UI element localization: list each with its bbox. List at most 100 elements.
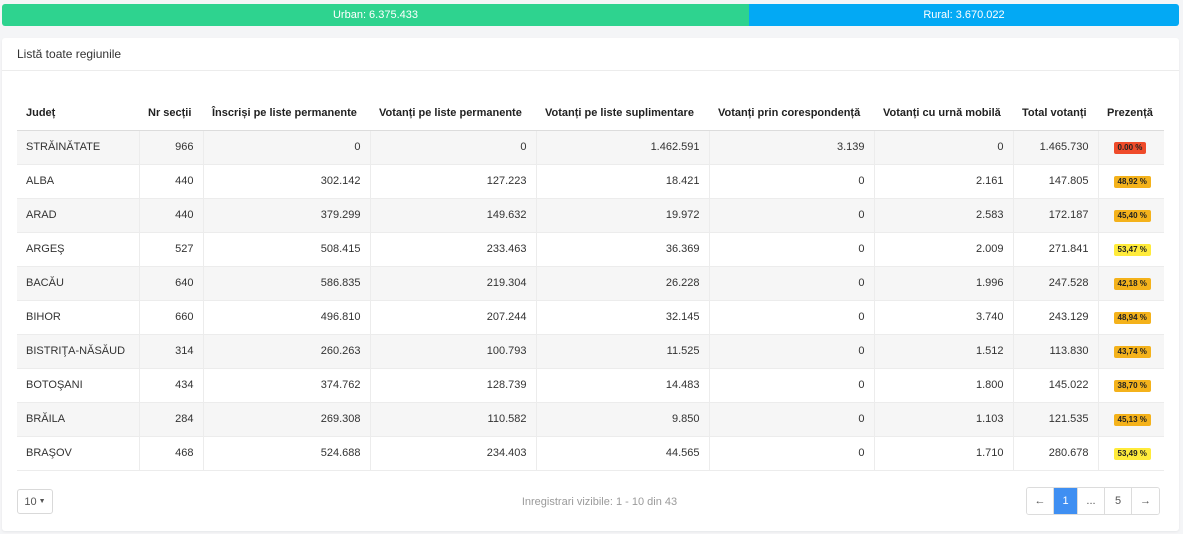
cell-nr-sectii: 660: [139, 300, 204, 335]
presence-badge: 45,40 %: [1113, 209, 1151, 222]
cell-nr-sectii: 434: [139, 368, 204, 403]
next-page-button[interactable]: →: [1132, 488, 1159, 514]
cell-inscrisi: 0: [203, 130, 371, 165]
cell-judet: BISTRIŢA-NĂSĂUD: [17, 334, 140, 369]
cell-total-votanti: 147.805: [1013, 164, 1099, 199]
header-prezenta[interactable]: Prezență: [1098, 96, 1164, 131]
cell-votanti-corespondenta: 0: [709, 198, 875, 233]
cell-votanti-permanente: 234.403: [370, 436, 537, 471]
cell-inscrisi: 260.263: [203, 334, 371, 369]
presence-badge: 0.00 %: [1113, 141, 1147, 154]
presence-badge: 48,92 %: [1113, 175, 1151, 188]
cell-votanti-urna-mobila: 2.583: [874, 198, 1014, 233]
cell-votanti-suplimentare: 44.565: [536, 436, 710, 471]
header-votanti-permanente[interactable]: Votanți pe liste permanente: [370, 96, 536, 131]
cell-prezenta: 43,74 %: [1098, 334, 1164, 369]
page-1-button[interactable]: 1: [1054, 488, 1078, 514]
header-judet[interactable]: Județ: [17, 96, 139, 131]
cell-votanti-suplimentare: 32.145: [536, 300, 710, 335]
cell-votanti-suplimentare: 11.525: [536, 334, 710, 369]
cell-votanti-urna-mobila: 3.740: [874, 300, 1014, 335]
cell-nr-sectii: 284: [139, 402, 204, 437]
table-row: STRĂINĂTATE 966 0 0 1.462.591 3.139 0 1.465.730…: [17, 130, 1164, 165]
cell-votanti-permanente: 207.244: [370, 300, 537, 335]
table-row: ALBA 440 302.142 127.223 18.421 0 2.161 147.805…: [17, 164, 1164, 199]
cell-prezenta: 45,13 %: [1098, 402, 1164, 437]
header-votanti-corespondenta[interactable]: Votanți prin corespondență: [709, 96, 874, 131]
cell-nr-sectii: 640: [139, 266, 204, 301]
cell-judet: ALBA: [17, 164, 140, 199]
cell-inscrisi: 586.835: [203, 266, 371, 301]
cell-total-votanti: 243.129: [1013, 300, 1099, 335]
cell-votanti-suplimentare: 1.462.591: [536, 130, 710, 165]
cell-total-votanti: 113.830: [1013, 334, 1099, 369]
cell-votanti-permanente: 149.632: [370, 198, 537, 233]
cell-inscrisi: 508.415: [203, 232, 371, 267]
header-votanti-urna-mobila[interactable]: Votanți cu urnă mobilă: [874, 96, 1013, 131]
presence-badge: 42,18 %: [1113, 277, 1151, 290]
cell-votanti-permanente: 0: [370, 130, 537, 165]
urban-segment: Urban: 6.375.433: [2, 4, 749, 26]
urban-rural-bar: Urban: 6.375.433 Rural: 3.670.022: [2, 4, 1179, 26]
cell-prezenta: 38,70 %: [1098, 368, 1164, 403]
table-row: BACĂU 640 586.835 219.304 26.228 0 1.996 247.52…: [17, 266, 1164, 301]
table-header-row: Județ Nr secții Înscriși pe liste perman…: [17, 96, 1164, 131]
cell-prezenta: 48,92 %: [1098, 164, 1164, 199]
cell-votanti-corespondenta: 0: [709, 334, 875, 369]
cell-nr-sectii: 440: [139, 164, 204, 199]
header-nr-sectii[interactable]: Nr secții: [139, 96, 203, 131]
cell-votanti-permanente: 128.739: [370, 368, 537, 403]
cell-votanti-suplimentare: 19.972: [536, 198, 710, 233]
cell-prezenta: 45,40 %: [1098, 198, 1164, 233]
cell-nr-sectii: 527: [139, 232, 204, 267]
header-total-votanti[interactable]: Total votanți: [1013, 96, 1098, 131]
cell-total-votanti: 1.465.730: [1013, 130, 1099, 165]
cell-votanti-suplimentare: 36.369: [536, 232, 710, 267]
cell-votanti-corespondenta: 0: [709, 164, 875, 199]
cell-votanti-corespondenta: 0: [709, 436, 875, 471]
page-size-select[interactable]: 10 ▼: [17, 489, 53, 514]
cell-votanti-corespondenta: 0: [709, 368, 875, 403]
table-row: BOTOŞANI 434 374.762 128.739 14.483 0 1.800 145…: [17, 368, 1164, 403]
cell-inscrisi: 379.299: [203, 198, 371, 233]
cell-judet: BACĂU: [17, 266, 140, 301]
cell-votanti-corespondenta: 3.139: [709, 130, 875, 165]
cell-votanti-suplimentare: 9.850: [536, 402, 710, 437]
regions-panel: Listă toate regiunile Județ Nr secții În…: [2, 38, 1179, 531]
table-row: BRAŞOV 468 524.688 234.403 44.565 0 1.710 280.6…: [17, 436, 1164, 471]
presence-badge: 53,47 %: [1113, 243, 1151, 256]
cell-inscrisi: 374.762: [203, 368, 371, 403]
cell-nr-sectii: 314: [139, 334, 204, 369]
cell-votanti-corespondenta: 0: [709, 266, 875, 301]
cell-votanti-permanente: 219.304: [370, 266, 537, 301]
header-votanti-suplimentare[interactable]: Votanți pe liste suplimentare: [536, 96, 709, 131]
cell-votanti-urna-mobila: 2.161: [874, 164, 1014, 199]
cell-inscrisi: 496.810: [203, 300, 371, 335]
cell-judet: BOTOŞANI: [17, 368, 140, 403]
table-row: BIHOR 660 496.810 207.244 32.145 0 3.740 243.12…: [17, 300, 1164, 335]
cell-votanti-corespondenta: 0: [709, 232, 875, 267]
prev-page-button[interactable]: ←: [1027, 488, 1054, 514]
header-inscrisi[interactable]: Înscriși pe liste permanente: [203, 96, 370, 131]
rural-segment: Rural: 3.670.022: [749, 4, 1179, 26]
records-info: Inregistrari vizibile: 1 - 10 din 43: [521, 496, 678, 508]
panel-title: Listă toate regiunile: [17, 47, 122, 61]
cell-judet: BIHOR: [17, 300, 140, 335]
cell-total-votanti: 172.187: [1013, 198, 1099, 233]
presence-badge: 45,13 %: [1113, 413, 1151, 426]
pagination-ellipsis: ...: [1078, 488, 1105, 514]
cell-total-votanti: 145.022: [1013, 368, 1099, 403]
page-5-button[interactable]: 5: [1105, 488, 1132, 514]
cell-total-votanti: 247.528: [1013, 266, 1099, 301]
cell-prezenta: 53,47 %: [1098, 232, 1164, 267]
cell-votanti-suplimentare: 14.483: [536, 368, 710, 403]
cell-prezenta: 42,18 %: [1098, 266, 1164, 301]
cell-judet: BRĂILA: [17, 402, 140, 437]
cell-total-votanti: 121.535: [1013, 402, 1099, 437]
cell-nr-sectii: 966: [139, 130, 204, 165]
cell-total-votanti: 280.678: [1013, 436, 1099, 471]
cell-total-votanti: 271.841: [1013, 232, 1099, 267]
panel-header: Listă toate regiunile: [2, 38, 1179, 71]
presence-badge: 38,70 %: [1113, 379, 1151, 392]
table-row: ARAD 440 379.299 149.632 19.972 0 2.583 172.187…: [17, 198, 1164, 233]
